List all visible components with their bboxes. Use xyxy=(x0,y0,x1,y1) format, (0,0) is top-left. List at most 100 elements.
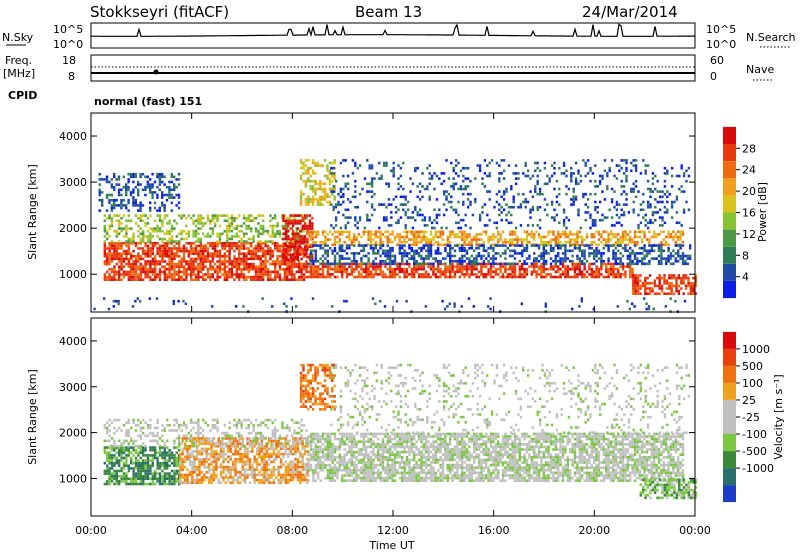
scatter-cell xyxy=(659,292,661,295)
scatter-cell xyxy=(135,202,137,205)
scatter-cell xyxy=(123,242,125,245)
scatter-cell xyxy=(622,247,624,250)
scatter-cell xyxy=(643,244,645,247)
scatter-cell xyxy=(467,206,469,209)
scatter-cell xyxy=(629,241,631,244)
scatter-cell xyxy=(545,260,547,263)
scatter-cell xyxy=(557,247,559,250)
scatter-cell xyxy=(108,273,110,276)
scatter-cell xyxy=(673,292,675,295)
scatter-cell xyxy=(498,177,500,180)
scatter-cell xyxy=(116,252,118,255)
scatter-cell xyxy=(526,244,528,247)
scatter-cell xyxy=(272,233,274,236)
scatter-cell xyxy=(562,263,564,266)
scatter-cell xyxy=(420,265,422,268)
scatter-cell xyxy=(442,271,444,274)
scatter-cell xyxy=(690,290,692,293)
scatter-cell xyxy=(264,265,266,268)
scatter-cell xyxy=(420,257,422,260)
scatter-cell xyxy=(284,273,286,276)
scatter-cell xyxy=(168,480,170,483)
scatter-cell xyxy=(125,252,127,255)
scatter-cell xyxy=(144,222,146,225)
scatter-cell xyxy=(473,265,475,268)
scatter-cell xyxy=(622,231,624,234)
scatter-cell xyxy=(118,255,120,258)
scatter-cell xyxy=(286,276,288,279)
scatter-cell xyxy=(571,238,573,241)
scatter-cell xyxy=(279,260,281,263)
scatter-cell xyxy=(183,273,185,276)
scatter-cell xyxy=(209,235,211,238)
scatter-cell xyxy=(660,257,662,260)
scatter-cell xyxy=(654,188,656,191)
scatter-cell xyxy=(315,257,317,260)
scatter-cell xyxy=(154,271,156,274)
scatter-cell xyxy=(262,268,264,271)
scatter-cell xyxy=(411,244,413,247)
scatter-cell xyxy=(144,449,146,452)
scatter-cell xyxy=(300,201,302,204)
scatter-cell xyxy=(526,271,528,274)
scatter-cell xyxy=(171,258,173,261)
scatter-cell xyxy=(678,277,680,280)
scatter-cell xyxy=(629,271,631,274)
scatter-cell xyxy=(130,265,132,268)
scatter-cell xyxy=(460,170,462,173)
scatter-cell xyxy=(653,257,655,260)
scatter-cell xyxy=(171,452,173,455)
scatter-cell xyxy=(306,225,308,228)
scatter-cell xyxy=(569,276,571,279)
scatter-cell xyxy=(171,238,173,241)
scatter-cell xyxy=(525,198,527,201)
scatter-cell xyxy=(192,252,194,255)
scatter-cell xyxy=(310,175,312,178)
scatter-cell xyxy=(449,263,451,266)
scatter-cell xyxy=(317,201,319,204)
scatter-cell xyxy=(257,268,259,271)
scatter-cell xyxy=(228,258,230,261)
scatter-cell xyxy=(123,258,125,261)
scatter-cell xyxy=(224,271,226,274)
scatter-cell xyxy=(173,278,175,281)
scatter-cell xyxy=(294,214,296,217)
scatter-cell xyxy=(142,230,144,233)
scatter-cell xyxy=(250,227,252,230)
scatter-cell xyxy=(260,233,262,236)
scatter-cell xyxy=(228,260,230,263)
scatter-cell xyxy=(154,227,156,230)
scatter-cell xyxy=(659,196,661,199)
scatter-cell xyxy=(311,217,313,220)
scatter-cell xyxy=(487,241,489,244)
scatter-cell xyxy=(423,257,425,260)
scatter-cell xyxy=(389,250,391,253)
scatter-cell xyxy=(559,233,561,236)
scatter-cell xyxy=(670,252,672,255)
scatter-cell xyxy=(339,244,341,247)
freq-unit-label: [MHz] xyxy=(3,67,35,80)
scatter-cell xyxy=(437,241,439,244)
scatter-cell xyxy=(130,252,132,255)
scatter-cell xyxy=(104,260,106,263)
scatter-cell xyxy=(559,263,561,266)
scatter-cell xyxy=(647,188,649,191)
scatter-cell xyxy=(687,285,689,288)
scatter-cell xyxy=(240,263,242,266)
scatter-cell xyxy=(317,183,319,186)
scatter-cell xyxy=(171,265,173,268)
scatter-cell xyxy=(665,257,667,260)
scatter-cell xyxy=(142,478,144,481)
scatter-cell xyxy=(233,260,235,263)
scatter-cell xyxy=(372,244,374,247)
scatter-cell xyxy=(432,238,434,241)
scatter-cell xyxy=(501,206,503,209)
scatter-cell xyxy=(116,214,118,217)
scatter-cell xyxy=(178,276,180,279)
scatter-cell xyxy=(168,233,170,236)
scatter-cell xyxy=(511,263,513,266)
scatter-cell xyxy=(377,236,379,239)
scatter-cell xyxy=(177,300,179,303)
scatter-cell xyxy=(309,225,311,228)
scatter-cell xyxy=(567,250,569,253)
